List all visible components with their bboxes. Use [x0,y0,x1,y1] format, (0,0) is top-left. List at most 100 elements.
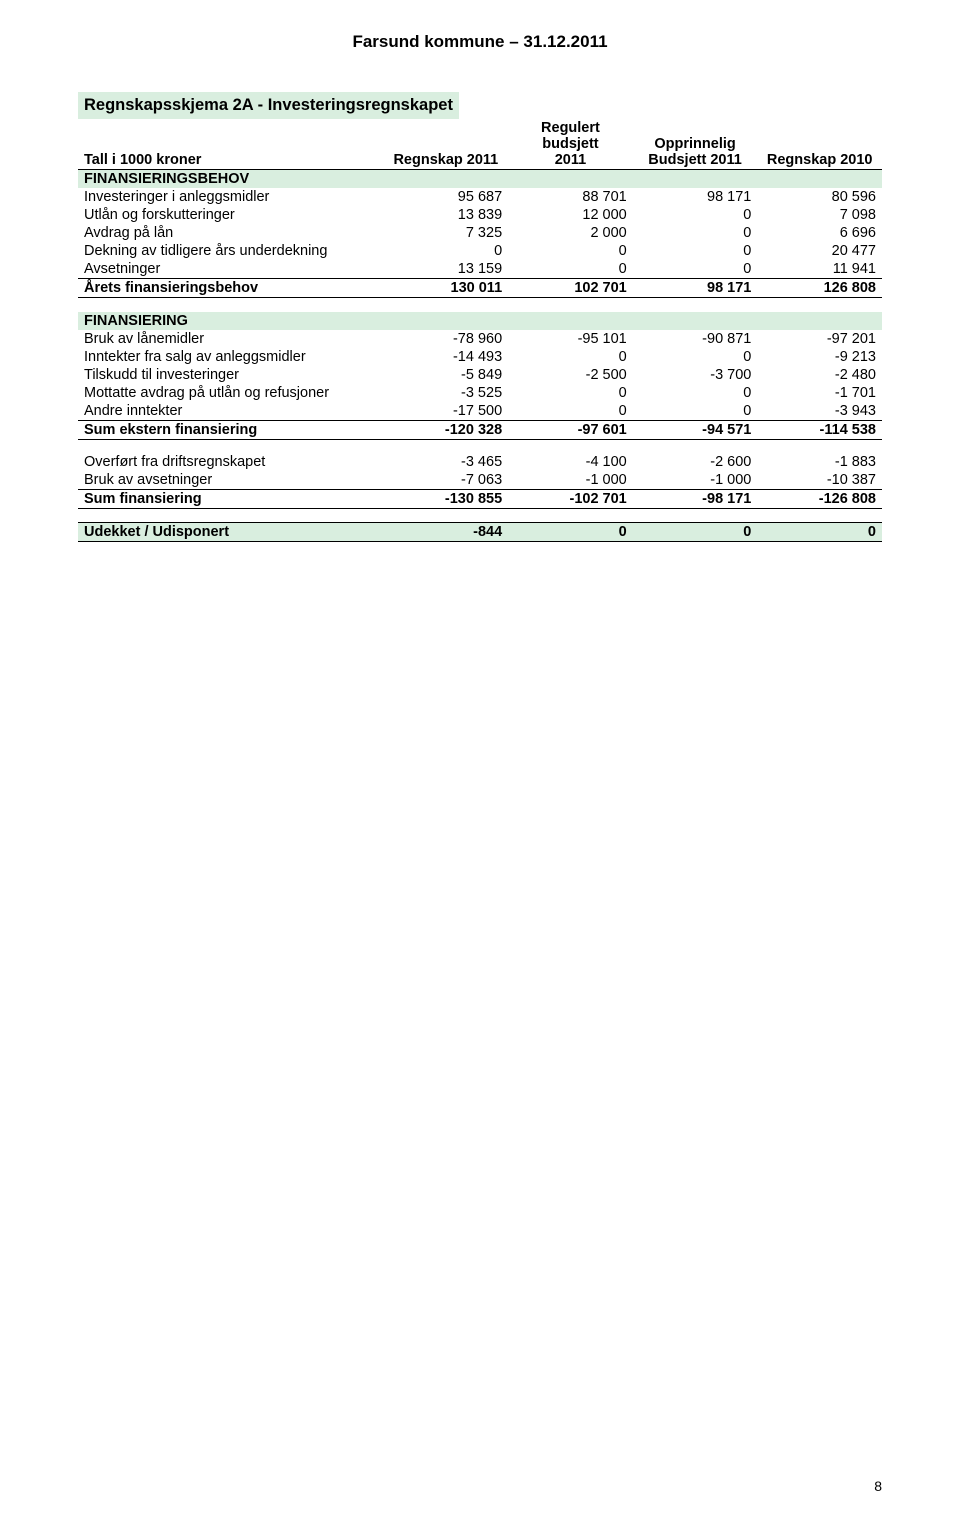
sum-val: -98 171 [633,490,758,509]
sum-label: Sum ekstern finansiering [78,420,384,439]
row-val: -90 871 [633,330,758,348]
sum-val: -102 701 [508,490,633,509]
sum-label: Sum finansiering [78,490,384,509]
page-number: 8 [874,1478,882,1494]
row-label: Utlån og forskutteringer [78,206,384,224]
subheader-label: FINANSIERING [78,312,384,330]
row-val: -14 493 [384,348,509,366]
row-val: -10 387 [757,471,882,490]
sum-val: 98 171 [633,279,758,298]
hdr-col-label: Tall i 1000 kroner [78,119,384,170]
row-val: 0 [633,260,758,279]
final-val: 0 [633,523,758,542]
row-val: -1 000 [508,471,633,490]
row-val: 0 [633,242,758,260]
subheader-label: FINANSIERINGSBEHOV [78,170,384,189]
table-row: Bruk av lånemidler -78 960 -95 101 -90 8… [78,330,882,348]
table-header-row: Tall i 1000 kroner Regnskap 2011 Reguler… [78,119,882,170]
final-val: 0 [757,523,882,542]
row-label: Bruk av lånemidler [78,330,384,348]
hdr-col-3-line2: 2011 [555,152,586,168]
row-val: 20 477 [757,242,882,260]
row-val: -3 943 [757,402,882,421]
row-val: -17 500 [384,402,509,421]
row-val: 0 [508,242,633,260]
section-title-wrap: Regnskapsskjema 2A - Investeringsregnska… [78,92,882,119]
row-val: 0 [633,206,758,224]
row-val: 80 596 [757,188,882,206]
section-title: Regnskapsskjema 2A - Investeringsregnska… [78,92,459,119]
sum-val: 126 808 [757,279,882,298]
final-val: 0 [508,523,633,542]
row-val: 0 [384,242,509,260]
sum-val: -130 855 [384,490,509,509]
sum-label: Årets finansieringsbehov [78,279,384,298]
sum-row: Sum ekstern finansiering -120 328 -97 60… [78,420,882,439]
sum-val: -94 571 [633,420,758,439]
table-row: Mottatte avdrag på utlån og refusjoner -… [78,384,882,402]
sum-val: -120 328 [384,420,509,439]
row-label: Andre inntekter [78,402,384,421]
row-val: -3 525 [384,384,509,402]
page: Farsund kommune – 31.12.2011 Regnskapssk… [0,0,960,1520]
row-val: 0 [508,348,633,366]
row-val: 7 098 [757,206,882,224]
final-val: -844 [384,523,509,542]
row-val: 6 696 [757,224,882,242]
table-row: Dekning av tidligere års underdekning 0 … [78,242,882,260]
subheader-row: FINANSIERINGSBEHOV [78,170,882,189]
row-val: -97 201 [757,330,882,348]
row-val: -1 000 [633,471,758,490]
table-row: Bruk av avsetninger -7 063 -1 000 -1 000… [78,471,882,490]
row-val: -3 700 [633,366,758,384]
table-row: Inntekter fra salg av anleggsmidler -14 … [78,348,882,366]
hdr-col-2: Regnskap 2011 [384,119,509,170]
row-val: 0 [508,402,633,421]
table-row: Investeringer i anleggsmidler 95 687 88 … [78,188,882,206]
sum-row: Årets finansieringsbehov 130 011 102 701… [78,279,882,298]
hdr-col-4-line1: Opprinnelig [654,136,735,152]
row-val: 2 000 [508,224,633,242]
row-val: 0 [633,224,758,242]
row-val: 12 000 [508,206,633,224]
subheader-row: FINANSIERING [78,312,882,330]
table-row: Utlån og forskutteringer 13 839 12 000 0… [78,206,882,224]
table-row: Avsetninger 13 159 0 0 11 941 [78,260,882,279]
row-val: 95 687 [384,188,509,206]
row-label: Avsetninger [78,260,384,279]
row-val: 11 941 [757,260,882,279]
table-row: Andre inntekter -17 500 0 0 -3 943 [78,402,882,421]
row-val: -1 883 [757,453,882,471]
row-val: 88 701 [508,188,633,206]
sum-val: -114 538 [757,420,882,439]
row-val: 98 171 [633,188,758,206]
table-row: Avdrag på lån 7 325 2 000 0 6 696 [78,224,882,242]
row-val: 0 [633,384,758,402]
sum-val: -97 601 [508,420,633,439]
sum-row: Sum finansiering -130 855 -102 701 -98 1… [78,490,882,509]
row-label: Tilskudd til investeringer [78,366,384,384]
hdr-col-3: Regulert budsjett 2011 [508,119,633,170]
spacer-row [78,509,882,523]
table-row: Tilskudd til investeringer -5 849 -2 500… [78,366,882,384]
row-val: 0 [633,402,758,421]
row-val: 7 325 [384,224,509,242]
table-row: Overført fra driftsregnskapet -3 465 -4 … [78,453,882,471]
row-val: -1 701 [757,384,882,402]
row-val: -5 849 [384,366,509,384]
row-val: 0 [508,260,633,279]
row-val: -78 960 [384,330,509,348]
row-label: Dekning av tidligere års underdekning [78,242,384,260]
row-val: -2 480 [757,366,882,384]
row-val: 0 [633,348,758,366]
row-label: Mottatte avdrag på utlån og refusjoner [78,384,384,402]
row-val: -4 100 [508,453,633,471]
row-val: -9 213 [757,348,882,366]
final-label: Udekket / Udisponert [78,523,384,542]
hdr-col-3-line1: Regulert budsjett [541,120,600,152]
row-val: 13 159 [384,260,509,279]
row-label: Bruk av avsetninger [78,471,384,490]
hdr-col-4-line2: Budsjett 2011 [648,152,742,168]
row-label: Investeringer i anleggsmidler [78,188,384,206]
spacer-row [78,298,882,312]
